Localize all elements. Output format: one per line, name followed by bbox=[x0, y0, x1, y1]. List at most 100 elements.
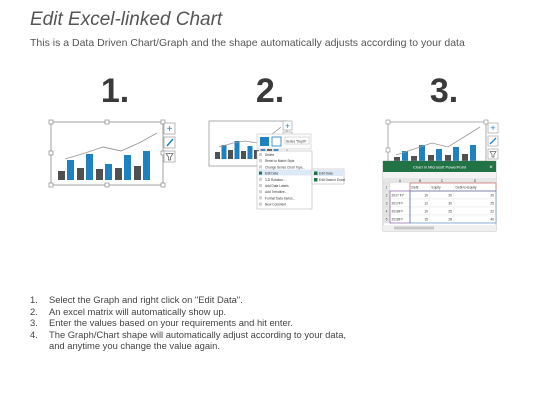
chart-elements-button[interactable]: + bbox=[163, 122, 176, 135]
bar-dark[interactable] bbox=[462, 154, 468, 163]
bar-blue[interactable] bbox=[419, 145, 425, 163]
bar-dark[interactable] bbox=[254, 150, 259, 159]
selection-handles[interactable] bbox=[48, 119, 166, 188]
bar-blue[interactable] bbox=[143, 151, 150, 180]
format-mini-toolbar[interactable]: Fill Series "Depth" bbox=[256, 133, 312, 155]
outline-icon[interactable] bbox=[271, 136, 282, 147]
bar-blue[interactable] bbox=[234, 141, 240, 159]
selection-handles[interactable] bbox=[385, 119, 489, 153]
bar-dark[interactable] bbox=[58, 171, 65, 180]
chart-elements-button[interactable]: + bbox=[487, 122, 499, 134]
sheet-cell-value: 20 bbox=[490, 194, 494, 198]
menu-item-icon bbox=[259, 196, 262, 200]
instruction-item: 1. Select the Graph and right click on "E… bbox=[30, 294, 243, 305]
sheet-cell-value: 10 bbox=[424, 210, 428, 214]
column-header[interactable]: B bbox=[419, 179, 422, 183]
bar-dark[interactable] bbox=[115, 168, 122, 180]
context-menu-item[interactable]: Delete bbox=[265, 153, 274, 157]
sheet-cell-value: 2017 FY bbox=[392, 194, 405, 198]
scrollbar-thumb[interactable] bbox=[394, 226, 434, 230]
menu-item-icon bbox=[259, 171, 262, 175]
menu-highlight bbox=[258, 169, 311, 176]
sheet-cell-value: 25 bbox=[490, 202, 494, 206]
sheet-cell[interactable] bbox=[389, 182, 411, 192]
chart-bars[interactable] bbox=[58, 151, 150, 180]
menu-item-icon bbox=[259, 190, 262, 194]
bar-blue[interactable] bbox=[221, 145, 227, 159]
row-number: 1 bbox=[386, 186, 388, 190]
bar-dark[interactable] bbox=[411, 156, 417, 163]
sheet-cell-value: 30 bbox=[448, 202, 452, 206]
close-icon[interactable]: ✕ bbox=[489, 165, 493, 170]
bar-dark[interactable] bbox=[445, 155, 451, 163]
menu-item-icon bbox=[259, 177, 262, 181]
trend-line bbox=[64, 132, 158, 160]
horizontal-scrollbar[interactable] bbox=[383, 225, 496, 231]
values-range-outline bbox=[409, 190, 497, 224]
bar-dark[interactable] bbox=[77, 168, 84, 180]
chart-elements-button[interactable]: + bbox=[282, 120, 293, 131]
series-dropdown-label: Series "Depth" bbox=[286, 140, 307, 144]
bar-dark[interactable] bbox=[96, 169, 103, 180]
page-subtitle: This is a Data Driven Chart/Graph and th… bbox=[30, 37, 465, 49]
bar-dark[interactable] bbox=[394, 157, 400, 163]
series-dropdown[interactable] bbox=[284, 136, 310, 145]
sheet-cell-value: 15 bbox=[424, 218, 428, 222]
context-menu-item[interactable]: Add Trendline... bbox=[265, 190, 287, 194]
chart-panel-3[interactable]: + Chart in Microsoft PowerPoint ✕ A B C D 1 D… bbox=[380, 115, 510, 235]
chart-filter-icon[interactable] bbox=[487, 148, 499, 160]
chart-bars[interactable] bbox=[394, 145, 476, 163]
chart-styles-brush-icon[interactable] bbox=[487, 135, 499, 147]
menu-item-icon bbox=[259, 184, 262, 187]
bar-dark[interactable] bbox=[228, 150, 233, 159]
bar-blue[interactable] bbox=[453, 147, 459, 163]
bar-blue[interactable] bbox=[86, 154, 93, 180]
sheet-cell-value: 20 bbox=[448, 194, 452, 198]
chart-filter-icon[interactable] bbox=[163, 150, 176, 163]
context-menu-item[interactable]: Format Data Series... bbox=[265, 196, 295, 200]
context-menu-item[interactable]: 3-D Rotation... bbox=[265, 178, 286, 182]
context-menu-item[interactable]: New Comment bbox=[265, 203, 286, 207]
bar-blue[interactable] bbox=[67, 160, 74, 180]
bar-dark[interactable] bbox=[134, 166, 141, 180]
bar-blue[interactable] bbox=[436, 149, 442, 163]
context-menu[interactable]: Delete Reset to Match Style Change Series … bbox=[256, 150, 313, 210]
sheet-cell-value: 25 bbox=[448, 210, 452, 214]
context-menu-item[interactable]: Reset to Match Style bbox=[265, 159, 295, 163]
bar-blue[interactable] bbox=[247, 146, 253, 159]
column-header[interactable]: A bbox=[399, 179, 402, 183]
column-header[interactable]: C bbox=[441, 179, 444, 183]
bar-blue[interactable] bbox=[402, 151, 408, 163]
edit-data-submenu[interactable]: Edit Data Edit Data in Excel bbox=[311, 168, 345, 185]
context-menu-item[interactable]: Change Series Chart Type... bbox=[265, 165, 305, 169]
bar-blue[interactable] bbox=[105, 164, 112, 180]
bar-blue[interactable] bbox=[124, 155, 131, 180]
sheet-cell-value: 2017FY bbox=[392, 202, 404, 206]
chart-panel-1[interactable]: + bbox=[45, 115, 185, 190]
context-menu-item[interactable]: Add Data Labels bbox=[265, 184, 289, 188]
context-menu-item[interactable]: Edit Data bbox=[265, 172, 278, 176]
excel-window[interactable]: Chart in Microsoft PowerPoint ✕ A B C D 1 Deb… bbox=[382, 160, 497, 232]
page-title: Edit Excel-linked Chart bbox=[30, 9, 223, 30]
sheet-cell-value: 2018FY bbox=[392, 210, 404, 214]
bar-dark[interactable] bbox=[428, 155, 434, 163]
bar-dark[interactable] bbox=[241, 151, 246, 159]
chart-panel-2[interactable]: + Fill Series "Depth" Delete Reset to Mat… bbox=[205, 115, 355, 215]
submenu-item-edit-data[interactable]: Edit Data bbox=[319, 172, 333, 176]
chart-styles-brush-icon[interactable] bbox=[163, 136, 176, 149]
submenu-item-edit-data-in-excel[interactable]: Edit Data in Excel bbox=[319, 178, 345, 182]
bar-blue[interactable] bbox=[260, 142, 266, 159]
column-header[interactable]: D bbox=[474, 179, 477, 183]
row-number: 3 bbox=[386, 202, 388, 206]
sheet-cell-value: 2018FY bbox=[392, 218, 404, 222]
column-header-row bbox=[383, 178, 496, 183]
excel-titlebar bbox=[383, 161, 496, 172]
excel-icon bbox=[314, 171, 318, 175]
sheet-cell-value: Debt bbox=[412, 186, 419, 190]
sheet-cell-value: 10 bbox=[424, 194, 428, 198]
fill-icon[interactable] bbox=[260, 137, 269, 146]
bar-blue[interactable] bbox=[470, 145, 476, 163]
bar-dark[interactable] bbox=[215, 152, 220, 159]
sheet-cell-value: Debt-to-Equity bbox=[456, 186, 477, 190]
row-number: 2 bbox=[386, 194, 388, 198]
